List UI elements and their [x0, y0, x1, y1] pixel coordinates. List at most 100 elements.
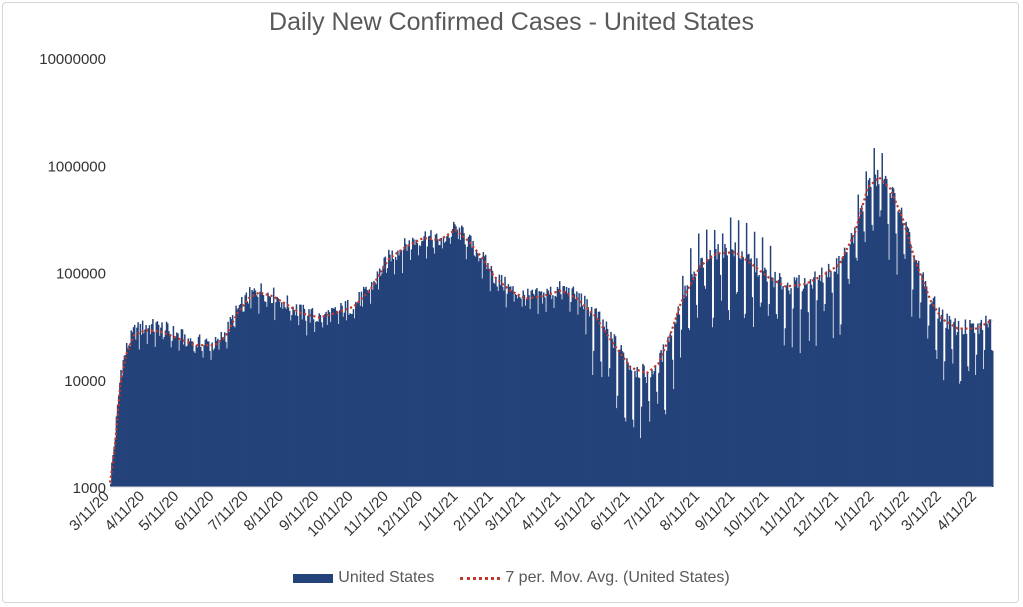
bar	[908, 232, 911, 487]
bar	[761, 237, 764, 487]
bar	[596, 318, 599, 487]
bar	[642, 363, 644, 487]
bar	[392, 259, 395, 487]
bar	[429, 235, 431, 487]
bar	[221, 337, 224, 487]
bar	[482, 252, 485, 487]
bar	[135, 339, 137, 487]
bar	[110, 483, 112, 487]
bar	[652, 374, 654, 487]
bar	[745, 222, 748, 487]
bar	[350, 314, 352, 487]
bar	[237, 308, 240, 487]
bar	[886, 179, 888, 487]
legend: United States 7 per. Mov. Avg. (United S…	[0, 569, 1023, 587]
bar	[116, 404, 119, 487]
bar	[415, 239, 417, 487]
bar	[564, 291, 567, 487]
bar	[535, 289, 537, 487]
bar	[955, 335, 958, 487]
bar	[822, 282, 824, 487]
bar	[454, 224, 456, 488]
bar	[641, 406, 643, 487]
bar	[878, 184, 880, 487]
bar	[465, 259, 468, 487]
bar	[747, 254, 749, 487]
bar	[546, 288, 548, 487]
bar	[422, 240, 424, 487]
bar	[239, 303, 242, 487]
bar	[223, 332, 226, 487]
bar	[790, 288, 792, 487]
bar	[578, 293, 580, 487]
bar	[296, 315, 299, 487]
bar	[987, 327, 989, 487]
bar	[119, 382, 121, 487]
bar	[360, 291, 363, 487]
bar	[498, 274, 501, 487]
bar	[320, 322, 323, 487]
bar	[336, 313, 339, 487]
bar	[654, 365, 657, 487]
bar	[284, 307, 286, 487]
bar	[407, 245, 409, 487]
bar	[674, 321, 676, 487]
legend-label-moving-average: 7 per. Mov. Avg. (United States)	[505, 569, 730, 586]
bar	[222, 339, 225, 487]
bar	[440, 237, 442, 487]
bar	[384, 256, 387, 487]
bar	[845, 251, 847, 487]
bar	[921, 274, 923, 487]
bar	[545, 311, 547, 487]
bar	[328, 312, 331, 487]
bar	[368, 289, 371, 487]
bar	[628, 369, 630, 487]
bar	[850, 233, 853, 487]
bar	[355, 301, 357, 487]
bar	[941, 309, 944, 487]
bar	[930, 303, 932, 487]
bar	[639, 438, 642, 487]
bar	[121, 375, 123, 487]
bar	[686, 285, 689, 487]
bar	[630, 370, 633, 487]
bar	[245, 292, 248, 487]
bar	[829, 277, 831, 487]
bar	[425, 258, 428, 487]
bar	[890, 197, 893, 488]
bar	[883, 178, 886, 487]
bar	[478, 261, 480, 487]
bar	[404, 238, 406, 487]
bar	[383, 257, 385, 487]
bar	[194, 352, 196, 487]
bar	[656, 403, 659, 487]
bar	[235, 305, 237, 487]
bar	[537, 313, 539, 487]
bar	[532, 293, 535, 487]
bar	[549, 286, 552, 487]
bar	[919, 318, 921, 487]
bar	[337, 323, 340, 487]
bar	[555, 296, 558, 487]
bar	[466, 246, 469, 487]
bar	[180, 329, 183, 487]
bar	[460, 225, 463, 488]
bar	[680, 329, 683, 487]
bar	[612, 348, 615, 487]
bar	[136, 327, 138, 487]
bar	[431, 239, 433, 487]
bar	[357, 302, 359, 487]
bar	[667, 337, 669, 487]
bar	[603, 326, 605, 487]
bar	[595, 308, 597, 487]
bar	[897, 211, 899, 487]
bar	[734, 242, 736, 487]
bar	[589, 311, 592, 487]
bar	[233, 326, 235, 487]
bar	[699, 265, 701, 487]
bar	[538, 291, 540, 487]
bar	[342, 316, 344, 487]
bar	[739, 258, 741, 487]
bar	[969, 319, 971, 487]
bar	[705, 229, 708, 487]
